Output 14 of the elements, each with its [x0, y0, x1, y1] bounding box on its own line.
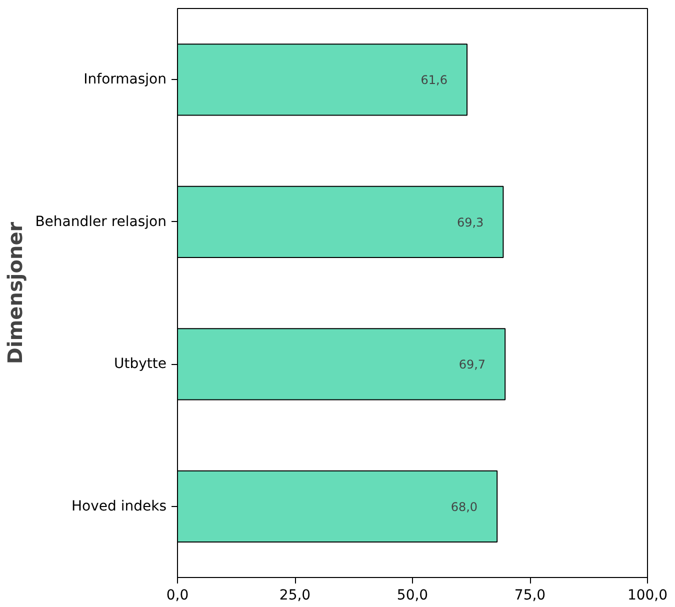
data-label: 69,3	[456, 215, 484, 230]
x-tick-label: 0,0	[166, 588, 189, 604]
y-tick-label: Hoved indeks	[72, 498, 167, 514]
x-tick-label: 25,0	[279, 588, 311, 604]
x-tick-label: 75,0	[514, 588, 546, 604]
y-tick-label: Informasjon	[84, 72, 167, 88]
x-tick-label: 50,0	[396, 588, 428, 604]
data-label: 68,0	[450, 500, 478, 514]
x-tick-label: 100,0	[627, 588, 668, 604]
y-tick-label: Utbytte	[114, 356, 166, 372]
y-axis-title: Dimensjoner	[3, 222, 28, 364]
y-tick-label: Behandler relasjon	[35, 214, 167, 230]
data-label: 61,6	[420, 73, 448, 88]
data-label: 69,7	[458, 358, 486, 372]
